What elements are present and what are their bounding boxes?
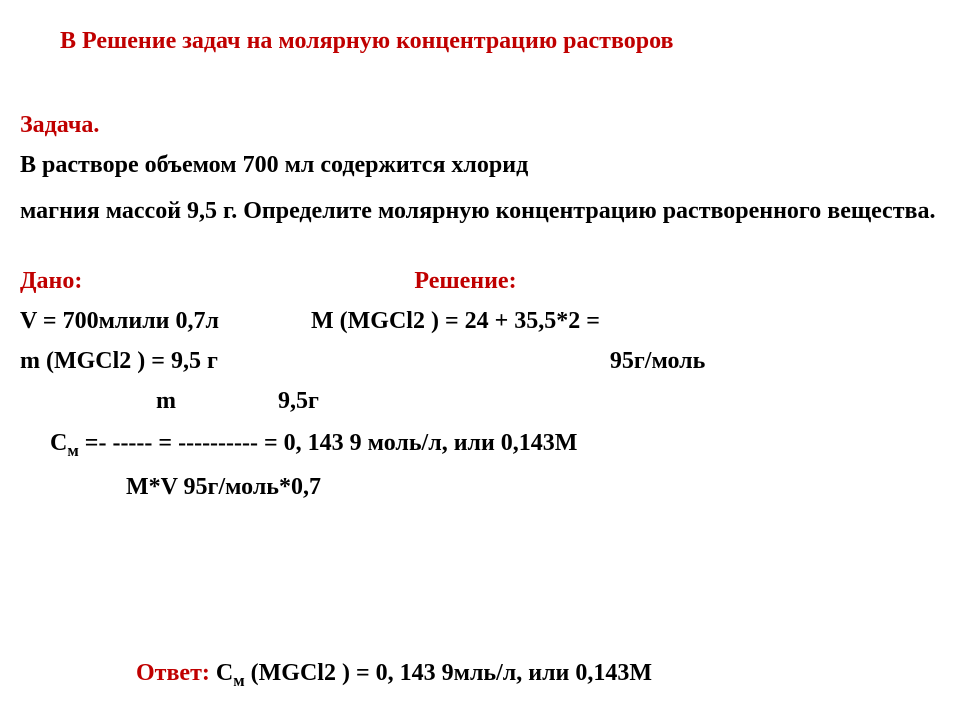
slide-title: В Решение задач на молярную концентрацию… [60, 28, 920, 55]
numerator-value: 9,5г [278, 388, 319, 414]
answer-body: (МGСl2 ) = 0, 143 9мль/л, или 0,143М [245, 660, 652, 686]
answer-c-subscript: м [233, 671, 244, 690]
c-symbol: С [50, 430, 67, 456]
solution-label: Решение: [414, 268, 516, 294]
calc-row-1: V = 700млили 0,7л М (МGСl2 ) = 24 + 35,5… [20, 308, 940, 335]
c-subscript: м [67, 441, 78, 460]
answer-row: Ответ: См (МGСl2 ) = 0, 143 9мль/л, или … [20, 660, 940, 691]
answer-c-symbol: С [216, 660, 233, 686]
numerator-m: m [156, 388, 176, 414]
given-volume: V = 700млили 0,7л [20, 308, 219, 334]
fraction-denominator-row: M*V 95г/моль*0,7 [20, 474, 940, 501]
problem-text-2: магния массой 9,5 г. Определите молярную… [20, 192, 940, 230]
problem-text-1: В растворе объемом 700 мл содержится хло… [20, 152, 940, 179]
answer-label: Ответ: [136, 660, 216, 686]
given-label: Дано: [20, 268, 82, 294]
molar-mass-result: 95г/моль [610, 348, 705, 374]
molar-mass-calc: М (МGСl2 ) = 24 + 35,5*2 = [311, 308, 600, 334]
fraction-numerator-row: m 9,5г [20, 388, 940, 415]
given-solution-row: Дано: Решение: [20, 268, 940, 295]
concentration-formula-row: См =- ----- = ---------- = 0, 143 9 моль… [20, 430, 940, 461]
given-mass: m (МGСl2 ) = 9,5 г [20, 348, 218, 374]
calc-row-2: m (МGСl2 ) = 9,5 г 95г/моль [20, 348, 940, 375]
formula-body: =- ----- = ---------- = 0, 143 9 моль/л,… [79, 430, 578, 456]
problem-label: Задача. [20, 112, 940, 139]
denominator: M*V 95г/моль*0,7 [126, 474, 321, 500]
